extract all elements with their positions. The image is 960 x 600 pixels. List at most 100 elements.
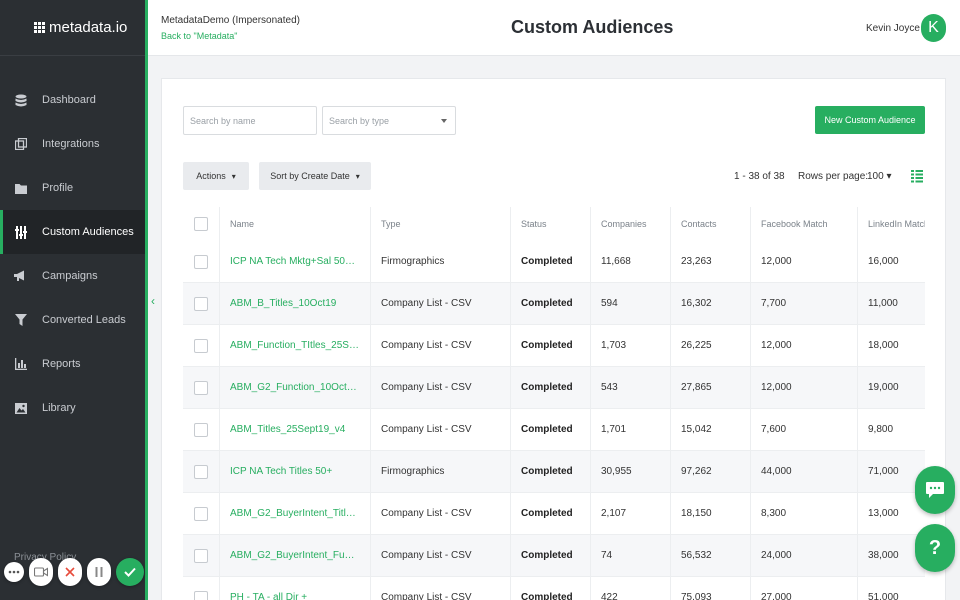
audience-contacts: 15,042 bbox=[681, 424, 712, 435]
audience-facebook-match: 12,000 bbox=[761, 382, 792, 393]
audience-name-link[interactable]: ABM_G2_BuyerIntent_Title_9Oct19 bbox=[230, 508, 360, 519]
sidebar-item-campaigns[interactable]: Campaigns bbox=[0, 254, 145, 298]
sidebar-item-integrations[interactable]: Integrations bbox=[0, 122, 145, 166]
row-checkbox[interactable] bbox=[194, 254, 208, 269]
header-name[interactable]: Name bbox=[230, 219, 255, 229]
audience-facebook-match: 7,700 bbox=[761, 298, 787, 309]
more-options-icon[interactable] bbox=[4, 562, 24, 582]
sidebar-item-converted-leads[interactable]: Converted Leads bbox=[0, 298, 145, 342]
header-linkedin-match[interactable]: LinkedIn Match bbox=[868, 219, 925, 229]
row-checkbox[interactable] bbox=[194, 548, 208, 563]
sidebar-item-profile[interactable]: Profile bbox=[0, 166, 145, 210]
actions-button[interactable]: Actions ▾ bbox=[183, 162, 249, 190]
column-divider bbox=[219, 207, 220, 600]
audience-name-link[interactable]: ABM_G2_Function_10Oct19_v2 bbox=[230, 382, 360, 393]
rows-per-page-label: Rows per page: bbox=[798, 171, 869, 182]
audience-name-link[interactable]: ICP NA Tech Mktg+Sal 50+_v4 bbox=[230, 256, 360, 267]
sidebar-item-dashboard[interactable]: Dashboard bbox=[0, 78, 145, 122]
audience-contacts: 56,532 bbox=[681, 550, 712, 561]
audience-linkedin-match: 9,800 bbox=[868, 424, 894, 435]
collapse-sidebar-icon[interactable]: ‹ bbox=[151, 294, 155, 308]
row-checkbox[interactable] bbox=[194, 422, 208, 437]
header-status[interactable]: Status bbox=[521, 219, 547, 229]
camera-off-icon[interactable] bbox=[29, 558, 53, 586]
audience-linkedin-match: 11,000 bbox=[868, 298, 898, 309]
sidebar-item-reports[interactable]: Reports bbox=[0, 342, 145, 386]
row-checkbox[interactable] bbox=[194, 464, 208, 479]
sort-button[interactable]: Sort by Create Date ▾ bbox=[259, 162, 371, 190]
audience-type: Firmographics bbox=[381, 256, 445, 267]
search-name-input[interactable]: Search by name bbox=[183, 106, 317, 135]
audience-contacts: 18,150 bbox=[681, 508, 712, 519]
table-row[interactable]: ABM_G2_BuyerIntent_Function_9Oct19 Compa… bbox=[183, 535, 925, 577]
row-checkbox[interactable] bbox=[194, 590, 208, 600]
help-button[interactable]: ? bbox=[915, 524, 955, 572]
cancel-icon[interactable] bbox=[58, 558, 82, 586]
sidebar-item-label: Library bbox=[42, 402, 76, 414]
privacy-policy-link[interactable]: Privacy Policy bbox=[14, 552, 77, 563]
table-row[interactable]: ICP NA Tech Titles 50+ Firmographics Com… bbox=[183, 451, 925, 493]
table-row[interactable]: ABM_G2_BuyerIntent_Title_9Oct19 Company … bbox=[183, 493, 925, 535]
sidebar-item-label: Reports bbox=[42, 358, 81, 370]
audience-type: Firmographics bbox=[381, 466, 445, 477]
row-checkbox[interactable] bbox=[194, 506, 208, 521]
back-link[interactable]: Back to "Metadata" bbox=[161, 31, 238, 41]
sidebar-item-label: Custom Audiences bbox=[42, 226, 134, 238]
user-name[interactable]: Kevin Joyce bbox=[866, 23, 920, 34]
table-row[interactable]: ICP NA Tech Mktg+Sal 50+_v4 Firmographic… bbox=[183, 241, 925, 283]
table-row[interactable]: ABM_G2_Function_10Oct19_v2 Company List … bbox=[183, 367, 925, 409]
avatar[interactable]: K bbox=[921, 14, 946, 42]
header-companies[interactable]: Companies bbox=[601, 219, 647, 229]
table-row[interactable]: ABM_Function_TItles_25Sept19 Company Lis… bbox=[183, 325, 925, 367]
header-contacts[interactable]: Contacts bbox=[681, 219, 717, 229]
table-row[interactable]: PH - TA - all Dir + Company List - CSV C… bbox=[183, 577, 925, 600]
audience-name-link[interactable]: ICP NA Tech Titles 50+ bbox=[230, 466, 333, 477]
sidebar-item-label: Profile bbox=[42, 182, 74, 194]
audience-companies: 30,955 bbox=[601, 466, 632, 477]
audience-contacts: 75,093 bbox=[681, 592, 712, 600]
confirm-check-icon[interactable] bbox=[116, 558, 144, 586]
new-custom-audience-button[interactable]: New Custom Audience bbox=[815, 106, 925, 134]
sidebar-item-library[interactable]: Library bbox=[0, 386, 145, 430]
audience-type: Company List - CSV bbox=[381, 340, 472, 351]
audience-name-link[interactable]: ABM_Function_TItles_25Sept19 bbox=[230, 340, 360, 351]
column-divider bbox=[590, 207, 591, 600]
recording-controls bbox=[4, 558, 144, 586]
search-type-select[interactable]: Search by type bbox=[322, 106, 456, 135]
caret-down-icon bbox=[441, 119, 447, 123]
column-settings-icon[interactable] bbox=[910, 169, 924, 183]
pause-icon[interactable] bbox=[87, 558, 111, 586]
chat-button[interactable] bbox=[915, 466, 955, 514]
audience-companies: 594 bbox=[601, 298, 618, 309]
audience-name-link[interactable]: ABM_G2_BuyerIntent_Function_9Oct19 bbox=[230, 550, 360, 561]
audience-companies: 1,703 bbox=[601, 340, 627, 351]
table-row[interactable]: ABM_B_Titles_10Oct19 Company List - CSV … bbox=[183, 283, 925, 325]
audience-linkedin-match: 19,000 bbox=[868, 382, 899, 393]
audience-name-link[interactable]: ABM_B_Titles_10Oct19 bbox=[230, 298, 337, 309]
column-divider bbox=[370, 207, 371, 600]
audience-facebook-match: 12,000 bbox=[761, 340, 792, 351]
row-checkbox[interactable] bbox=[194, 338, 208, 353]
table-header-row: Name Type Status Companies Contacts Face… bbox=[183, 207, 925, 241]
account-name: MetadataDemo (Impersonated) bbox=[161, 15, 300, 26]
audience-name-link[interactable]: ABM_Titles_25Sept19_v4 bbox=[230, 424, 346, 435]
database-icon bbox=[14, 94, 27, 107]
actions-label: Actions bbox=[196, 171, 226, 181]
brand-name: metadata.io bbox=[49, 19, 128, 36]
rows-per-page-select[interactable]: 100 ▾ bbox=[867, 171, 892, 182]
header-facebook-match[interactable]: Facebook Match bbox=[761, 219, 828, 229]
column-divider bbox=[750, 207, 751, 600]
select-all-checkbox[interactable] bbox=[194, 217, 208, 231]
row-checkbox[interactable] bbox=[194, 380, 208, 395]
table-row[interactable]: ABM_Titles_25Sept19_v4 Company List - CS… bbox=[183, 409, 925, 451]
header-type[interactable]: Type bbox=[381, 219, 401, 229]
sidebar-border bbox=[145, 0, 148, 600]
row-checkbox[interactable] bbox=[194, 296, 208, 311]
audience-facebook-match: 8,300 bbox=[761, 508, 787, 519]
audience-name-link[interactable]: PH - TA - all Dir + bbox=[230, 592, 308, 600]
audience-linkedin-match: 13,000 bbox=[868, 508, 899, 519]
sidebar-item-custom-audiences[interactable]: Custom Audiences bbox=[0, 210, 145, 254]
audience-companies: 2,107 bbox=[601, 508, 627, 519]
audience-status: Completed bbox=[521, 256, 573, 267]
brand-logo[interactable]: metadata.io bbox=[0, 0, 145, 56]
